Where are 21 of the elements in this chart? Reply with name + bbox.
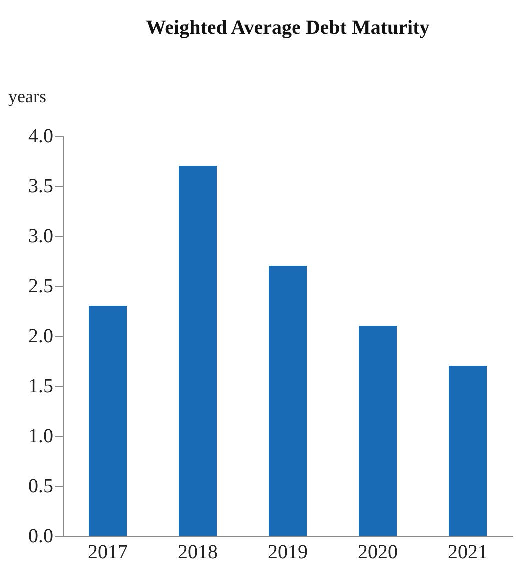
y-tick-label: 0.0 bbox=[28, 526, 54, 548]
y-tick-label: 3.5 bbox=[28, 176, 54, 198]
bar bbox=[359, 326, 397, 536]
y-tick-label: 2.5 bbox=[28, 276, 54, 298]
x-tick-label: 2018 bbox=[178, 542, 218, 564]
chart-title: Weighted Average Debt Maturity bbox=[146, 17, 430, 39]
x-tick-label: 2017 bbox=[88, 542, 128, 564]
x-tick-label: 2020 bbox=[358, 542, 398, 564]
y-tick-label: 1.5 bbox=[28, 376, 54, 398]
x-tick-label: 2021 bbox=[448, 542, 488, 564]
y-tick-label: 2.0 bbox=[28, 326, 54, 348]
y-tick-label: 0.5 bbox=[28, 476, 54, 498]
x-tick-label: 2019 bbox=[268, 542, 308, 564]
bar bbox=[89, 306, 127, 536]
y-tick-label: 1.0 bbox=[28, 426, 54, 448]
bar bbox=[179, 166, 217, 536]
y-tick-label: 3.0 bbox=[28, 226, 54, 248]
y-tick-label: 4.0 bbox=[28, 126, 54, 148]
y-axis-title: years bbox=[8, 86, 46, 106]
bar bbox=[269, 266, 307, 536]
bar bbox=[449, 366, 487, 536]
